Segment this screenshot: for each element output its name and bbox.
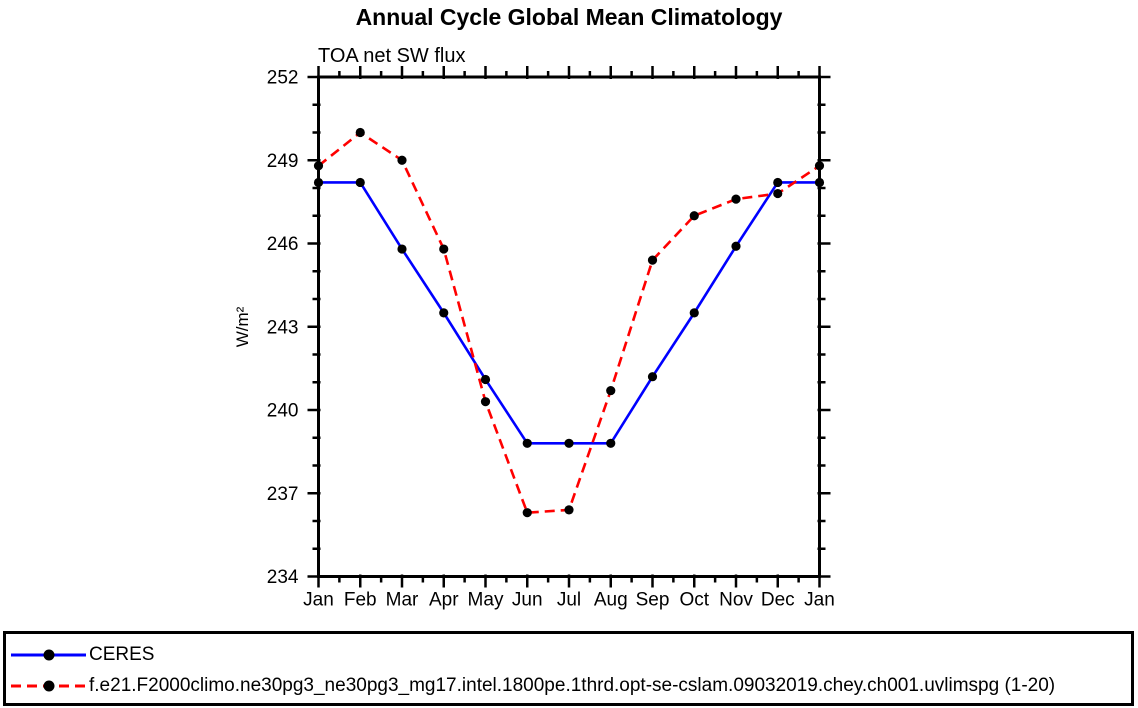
plot-frame	[317, 75, 821, 578]
y-axis-title: W/m²	[233, 306, 252, 347]
data-series-lines	[317, 131, 821, 514]
svg-text:Feb: Feb	[344, 590, 377, 611]
legend: CERES f.e21.F2000climo.ne30pg3_ne30pg3_m…	[3, 631, 1134, 706]
marker-dot-icon	[43, 649, 55, 660]
svg-text:Nov: Nov	[719, 590, 753, 611]
svg-text:Apr: Apr	[429, 590, 459, 611]
legend-label-ceres: CERES	[89, 643, 155, 665]
svg-text:243: 243	[267, 317, 299, 338]
svg-text:Sep: Sep	[636, 590, 670, 611]
svg-text:234: 234	[267, 567, 299, 588]
svg-text:246: 246	[267, 234, 299, 255]
svg-text:Aug: Aug	[594, 590, 628, 611]
x-axis-ticks	[317, 66, 821, 588]
x-axis-tick-labels: Jan Feb Mar Apr May Jun Jul Aug Sep Oct Nov Dec Jan	[303, 590, 835, 611]
data-point-markers	[313, 127, 825, 518]
svg-text:252: 252	[267, 68, 299, 89]
svg-text:Mar: Mar	[386, 590, 419, 611]
legend-dashed-line-sample	[11, 680, 86, 691]
svg-text:249: 249	[267, 151, 299, 172]
legend-item-model-run: f.e21.F2000climo.ne30pg3_ne30pg3_mg17.in…	[10, 670, 1131, 701]
svg-text:May: May	[468, 590, 504, 611]
chart-title: Annual Cycle Global Mean Climatology	[355, 4, 783, 30]
chart-subtitle: TOA net SW flux	[318, 45, 465, 67]
y-axis-ticks	[307, 75, 831, 578]
plot-area: TOA net SW flux W/m² 2342372402432462492…	[233, 45, 835, 611]
svg-text:237: 237	[267, 484, 299, 505]
legend-solid-line-sample	[11, 649, 86, 660]
legend-label-model-run: f.e21.F2000climo.ne30pg3_ne30pg3_mg17.in…	[89, 674, 1056, 696]
svg-text:Dec: Dec	[761, 590, 795, 611]
svg-text:Oct: Oct	[679, 590, 709, 611]
marker-dot-icon	[43, 680, 55, 691]
legend-item-ceres: CERES	[10, 639, 1131, 670]
svg-text:Jul: Jul	[557, 590, 581, 611]
y-axis-tick-labels: 234 237 240 243 246 249 252	[267, 68, 299, 589]
svg-text:Jan: Jan	[303, 590, 334, 611]
svg-text:240: 240	[267, 401, 299, 422]
svg-text:Jun: Jun	[512, 590, 543, 611]
svg-text:Jan: Jan	[804, 590, 835, 611]
